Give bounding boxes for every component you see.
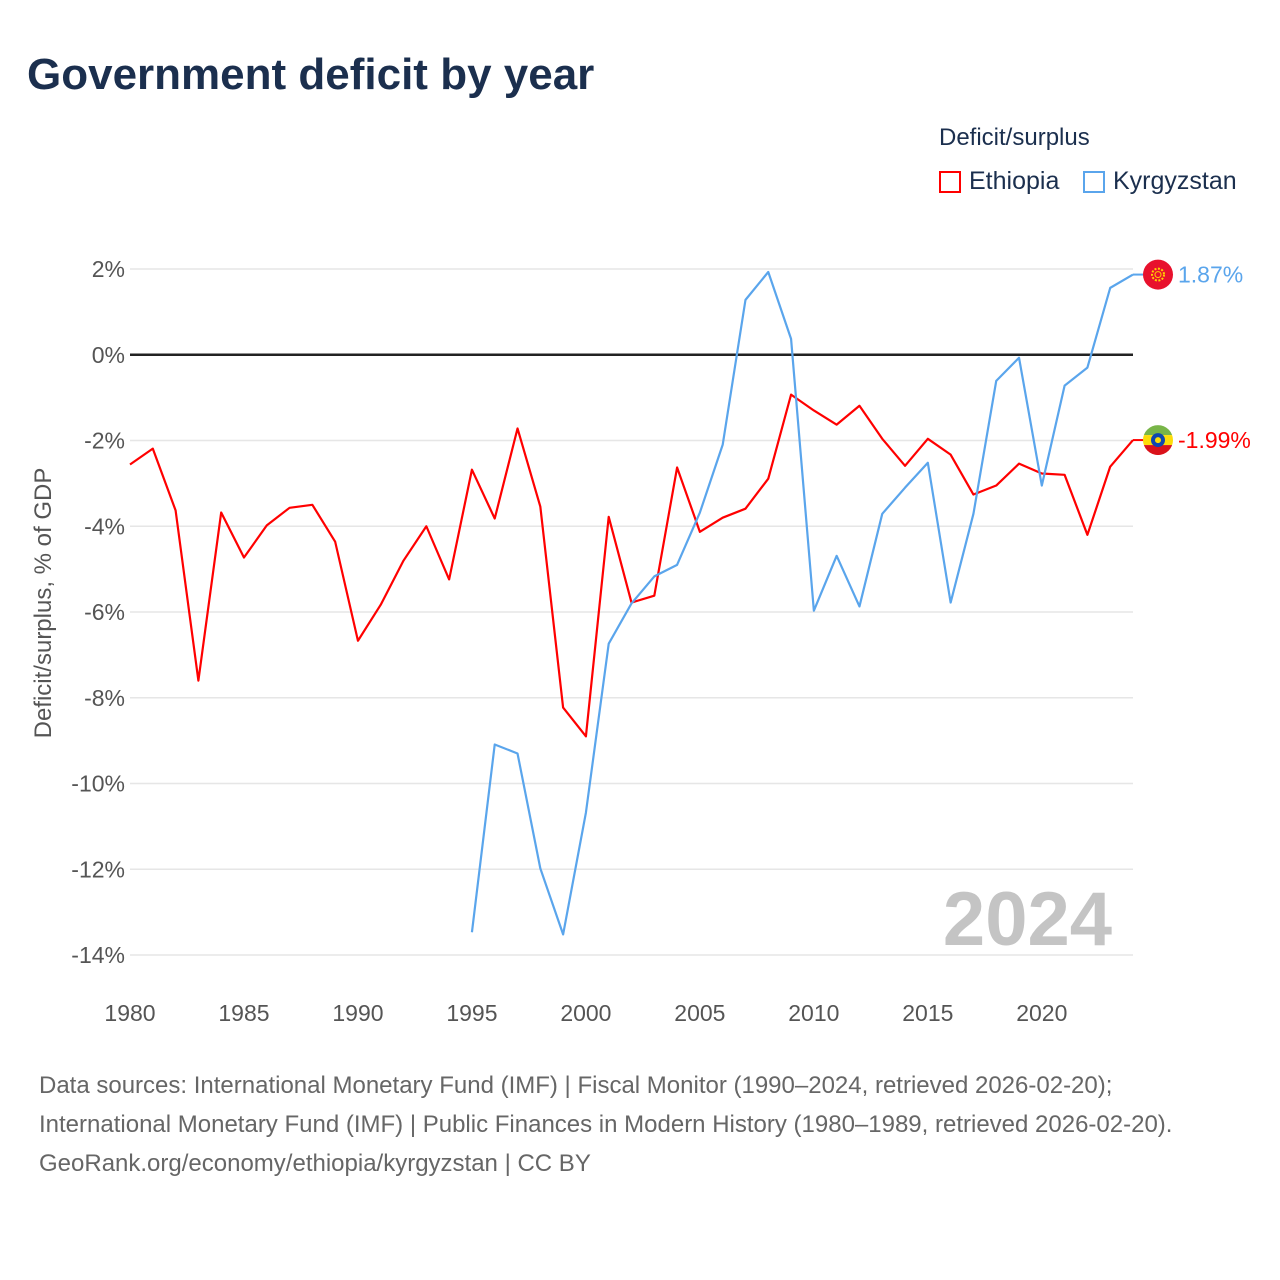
x-tick-label: 1980 xyxy=(104,1000,155,1026)
legend-label: Kyrgyzstan xyxy=(1113,167,1237,195)
flag-icon-ethiopia xyxy=(1143,425,1173,456)
legend-swatch-kyrgyzstan xyxy=(1083,170,1105,193)
legend-title: Deficit/surplus xyxy=(939,124,1090,151)
y-tick-label: 0% xyxy=(92,342,125,368)
x-tick-label: 1985 xyxy=(218,1000,269,1026)
x-tick-label: 1990 xyxy=(332,1000,383,1026)
y-tick-label: -4% xyxy=(84,513,125,539)
y-tick-label: 2% xyxy=(92,256,125,282)
series-line-kyrgyzstan[interactable] xyxy=(470,270,1134,936)
credit-link[interactable]: GeoRank.org/economy/ethiopia/kyrgyzstan … xyxy=(39,1150,591,1177)
x-tick-label: 2015 xyxy=(902,1000,953,1026)
legend-label: Ethiopia xyxy=(969,167,1060,195)
y-tick-label: -2% xyxy=(84,428,125,454)
flag-icon-kyrgyzstan xyxy=(1143,259,1173,290)
x-tick-label: 2005 xyxy=(674,1000,725,1026)
legend-item-kyrgyzstan[interactable]: Kyrgyzstan xyxy=(1083,167,1237,196)
legend-swatch-ethiopia xyxy=(939,170,961,193)
legend-item-ethiopia[interactable]: Ethiopia xyxy=(939,167,1059,196)
y-tick-label: -6% xyxy=(84,599,125,625)
y-axis-label: Deficit/surplus, % of GDP xyxy=(30,468,57,739)
x-tick-label: 2020 xyxy=(1016,1000,1067,1026)
series-line-ethiopia[interactable] xyxy=(129,393,1134,738)
end-label-kyrgyzstan: 1.87% xyxy=(1178,262,1243,288)
data-sources: Data sources: International Monetary Fun… xyxy=(39,1072,1173,1138)
chart-title: Government deficit by year xyxy=(27,50,595,99)
x-tick-label: 2000 xyxy=(560,1000,611,1026)
y-tick-label: -14% xyxy=(71,942,125,968)
y-tick-label: -10% xyxy=(71,771,125,797)
y-tick-label: -8% xyxy=(84,685,125,711)
year-watermark: 2024 xyxy=(943,877,1112,962)
footer: Data sources: International Monetary Fun… xyxy=(39,1066,1239,1183)
end-label-ethiopia: -1.99% xyxy=(1178,427,1251,453)
x-tick-label: 1995 xyxy=(446,1000,497,1026)
y-tick-label: -12% xyxy=(71,856,125,882)
x-tick-label: 2010 xyxy=(788,1000,839,1026)
